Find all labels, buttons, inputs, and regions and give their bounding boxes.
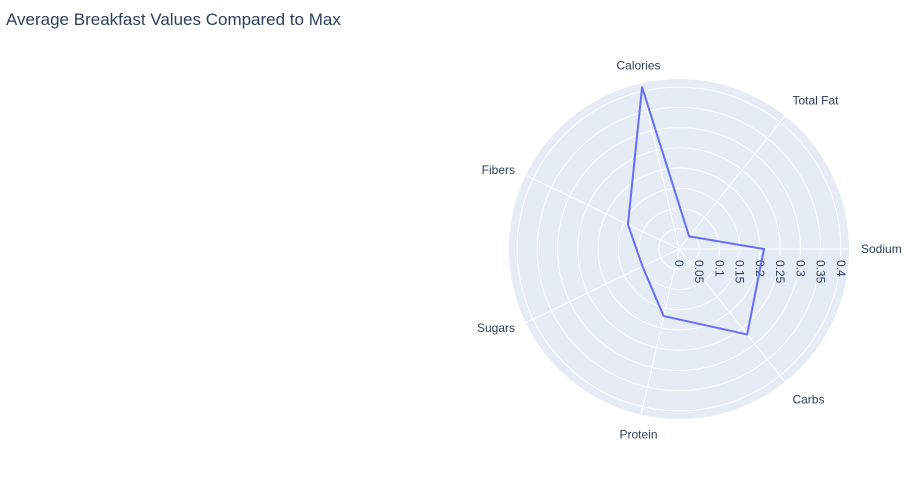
category-label: Carbs (792, 392, 824, 406)
series-line (626, 86, 765, 336)
radial-tick-label: 0.35 (814, 260, 828, 284)
angular-gridline (525, 174, 680, 250)
radial-tick-label: 0.15 (733, 260, 747, 284)
radial-tick-label: 0.25 (773, 260, 787, 284)
category-label: Sodium (861, 242, 902, 256)
angular-gridline (525, 248, 680, 324)
category-label: Total Fat (792, 94, 839, 108)
radial-tick-label: 0.05 (692, 260, 706, 284)
chart-title: Average Breakfast Values Compared to Max (6, 10, 341, 29)
category-label: Calories (616, 59, 660, 73)
radial-tick-label: 0.4 (834, 260, 848, 277)
angular-gridline (678, 115, 786, 250)
radial-tick-label: 0.3 (793, 260, 807, 277)
angular-gridline (640, 248, 680, 415)
angular-gridline (640, 83, 680, 250)
radial-tick-label: 0.1 (712, 260, 726, 277)
radial-tick-label: 0 (672, 260, 686, 267)
category-label: Fibers (482, 163, 515, 177)
angular-gridline (678, 248, 786, 383)
category-label: Protein (619, 427, 657, 441)
category-label: Sugars (477, 321, 515, 335)
